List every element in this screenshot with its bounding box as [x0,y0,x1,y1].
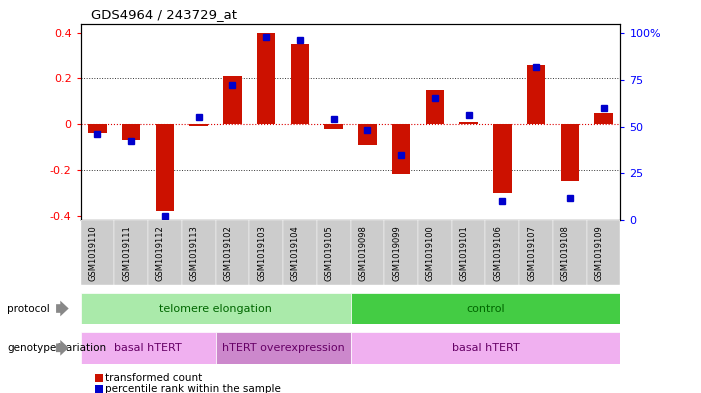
Text: GSM1019106: GSM1019106 [494,225,503,281]
Bar [216,220,250,285]
Bar [81,332,216,364]
Bar [426,90,444,124]
Bar [350,293,620,324]
Bar [350,220,384,285]
Bar [317,220,350,285]
Bar [553,220,587,285]
Bar [223,76,242,124]
Bar [325,124,343,129]
Bar [81,220,114,285]
Text: GSM1019108: GSM1019108 [561,225,570,281]
Bar [88,124,107,133]
Bar [250,220,283,285]
Bar [81,293,350,324]
Text: basal hTERT: basal hTERT [114,343,182,353]
Bar [519,220,553,285]
Bar [384,220,418,285]
Text: GSM1019098: GSM1019098 [358,225,367,281]
Bar [418,220,451,285]
Bar [182,220,216,285]
Text: percentile rank within the sample: percentile rank within the sample [105,384,281,393]
Bar [594,113,613,124]
Bar [156,124,175,211]
Bar [526,65,545,124]
Text: protocol: protocol [7,303,50,314]
Text: GSM1019099: GSM1019099 [392,225,401,281]
Text: control: control [466,303,505,314]
Text: GSM1019110: GSM1019110 [88,225,97,281]
Bar [459,122,478,124]
Text: GSM1019113: GSM1019113 [190,225,198,281]
Text: GDS4964 / 243729_at: GDS4964 / 243729_at [91,8,238,21]
Text: GSM1019102: GSM1019102 [224,225,233,281]
Bar [216,332,350,364]
Bar [283,220,317,285]
Text: GSM1019107: GSM1019107 [527,225,536,281]
Text: hTERT overexpression: hTERT overexpression [222,343,344,353]
Text: GSM1019101: GSM1019101 [460,225,468,281]
Bar [392,124,410,174]
Bar [350,332,620,364]
Bar [561,124,579,181]
Text: transformed count: transformed count [105,373,203,383]
Bar [587,220,620,285]
Text: GSM1019100: GSM1019100 [426,225,435,281]
Text: genotype/variation: genotype/variation [7,343,106,353]
Bar [114,220,148,285]
Text: GSM1019105: GSM1019105 [325,225,334,281]
Text: basal hTERT: basal hTERT [451,343,519,353]
Text: telomere elongation: telomere elongation [159,303,272,314]
Text: GSM1019111: GSM1019111 [122,225,131,281]
Text: GSM1019104: GSM1019104 [291,225,300,281]
Text: GSM1019112: GSM1019112 [156,225,165,281]
Bar [122,124,140,140]
Text: GSM1019103: GSM1019103 [257,225,266,281]
Bar [451,220,485,285]
Bar [485,220,519,285]
Bar [189,124,208,127]
Bar [257,33,275,124]
Text: GSM1019109: GSM1019109 [594,225,604,281]
Bar [148,220,182,285]
Bar [291,44,309,124]
Bar [493,124,512,193]
Bar [358,124,376,145]
